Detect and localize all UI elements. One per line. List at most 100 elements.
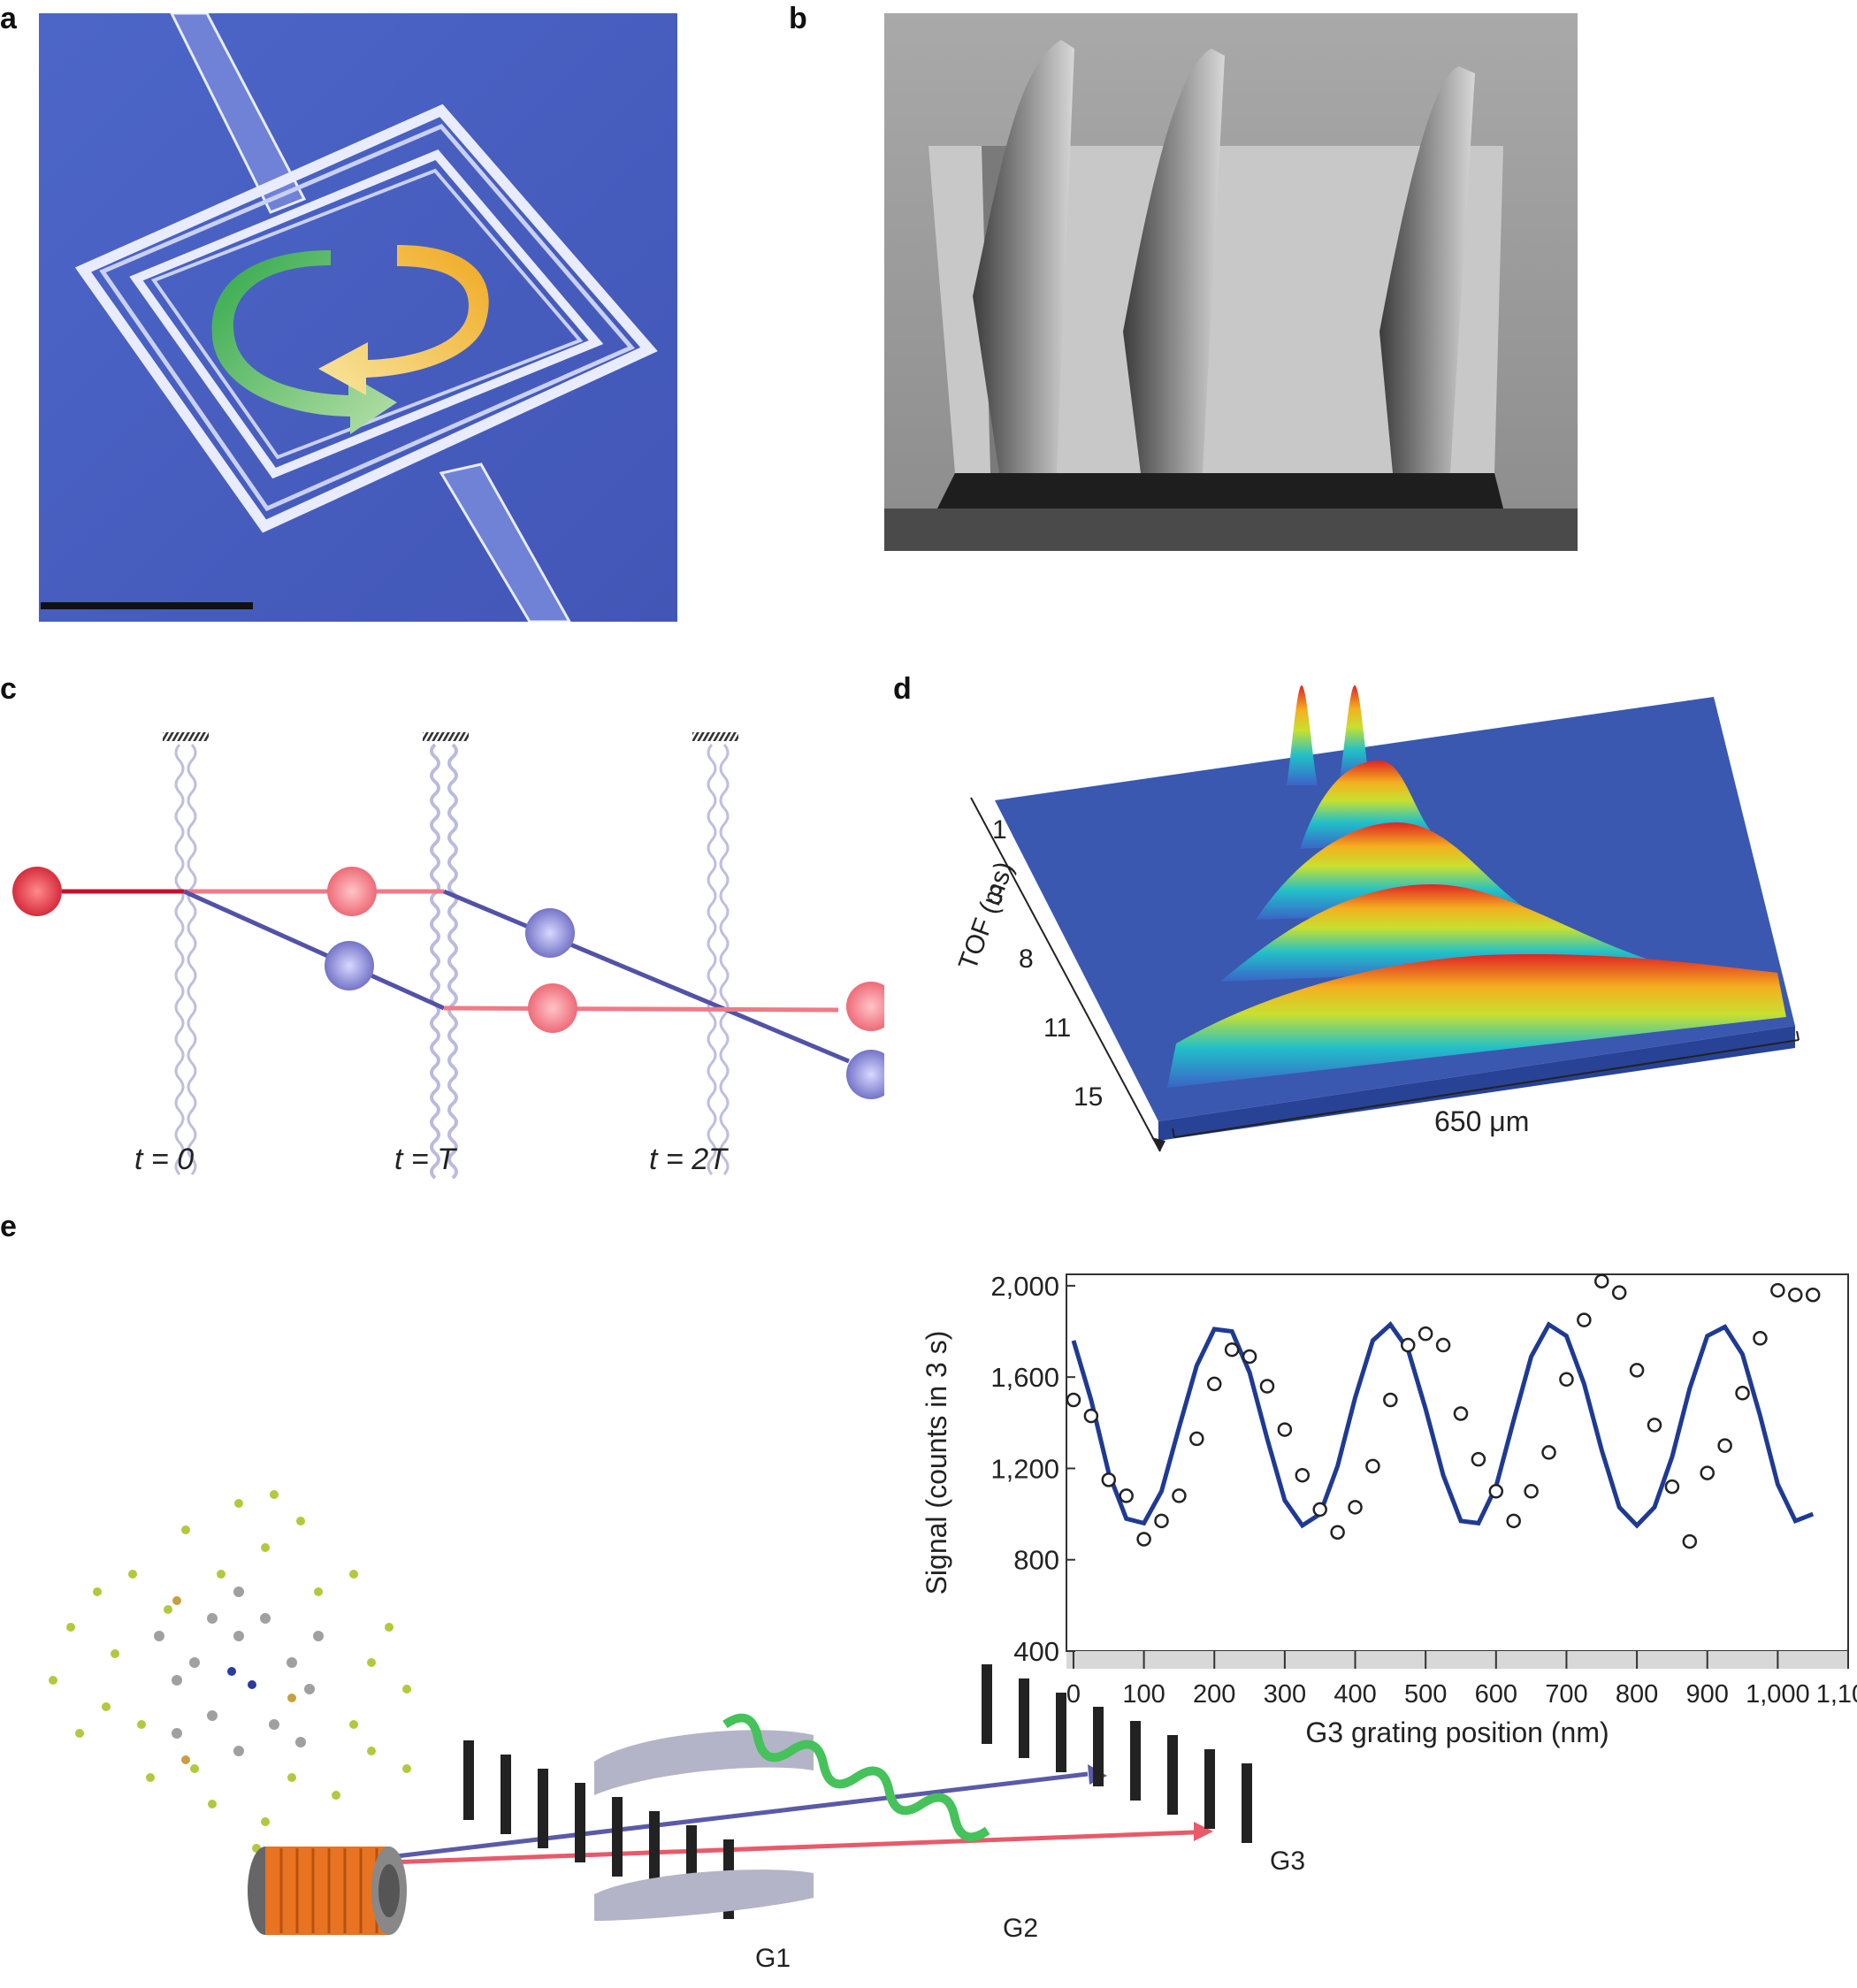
lead-bottom	[439, 463, 571, 622]
data-point	[1365, 1458, 1380, 1474]
width-label: 650 μm	[1434, 1105, 1530, 1137]
return-path	[443, 1005, 839, 1013]
molecule-illustration	[49, 1490, 411, 1853]
data-point	[1154, 1513, 1169, 1529]
oven-source	[248, 1847, 407, 1935]
beam-red	[388, 1830, 1195, 1865]
y-tick-label: 2,000	[990, 1273, 1059, 1302]
label-g1: G1	[755, 1944, 791, 1973]
atom-cloud-upper	[327, 867, 377, 916]
x-tick-label: 1,000	[1746, 1680, 1810, 1709]
mirror-2	[423, 732, 469, 741]
panel-letter-e: e	[0, 1210, 17, 1243]
data-point	[1559, 1372, 1574, 1388]
light-pulse-1	[174, 744, 185, 1175]
data-point	[1541, 1445, 1556, 1460]
data-point	[1611, 1285, 1627, 1300]
atom-cloud-out-1	[846, 982, 884, 1031]
data-point	[1172, 1488, 1187, 1503]
data-point	[1401, 1337, 1416, 1353]
data-point	[1506, 1513, 1521, 1529]
x-tick-label: 400	[1334, 1680, 1376, 1709]
atom-cloud-red	[12, 867, 62, 916]
data-point	[1242, 1349, 1257, 1365]
time-label-T: t = T	[394, 1143, 455, 1176]
grating-plate-3	[1379, 66, 1475, 473]
panel-letter-c: c	[0, 672, 17, 706]
panel-letter-d: d	[893, 672, 912, 706]
width-axis	[1173, 1039, 1800, 1138]
data-point	[1453, 1406, 1469, 1421]
data-point	[1330, 1525, 1345, 1540]
panel-d-tof-surface	[970, 685, 1800, 1152]
y-axis-label: Signal (counts in 3 s)	[921, 1331, 952, 1595]
panel-letter-a: a	[0, 2, 17, 35]
x-tick-label: 0	[1066, 1680, 1081, 1709]
grating-plate-2	[1123, 49, 1225, 473]
data-point	[1383, 1392, 1398, 1408]
label-g2: G2	[1003, 1914, 1039, 1943]
time-label-0: t = 0	[134, 1143, 195, 1176]
tof-axis	[970, 797, 1161, 1152]
light-pulse-2	[430, 743, 440, 1180]
panel-a-sem-image	[39, 13, 677, 622]
x-tick-label: 100	[1122, 1680, 1165, 1709]
tof-tick-11: 11	[1043, 1013, 1072, 1043]
data-point	[1594, 1273, 1609, 1288]
data-point	[1189, 1431, 1204, 1447]
tof-tick-3: 3	[989, 881, 1004, 910]
y-tick-label: 400	[1013, 1636, 1059, 1667]
data-point	[1348, 1500, 1363, 1515]
mirror-3	[692, 732, 738, 741]
data-point	[1066, 1392, 1081, 1408]
data-point	[1259, 1379, 1275, 1394]
atom-cloud-deflected	[525, 908, 575, 958]
data-point	[1805, 1287, 1821, 1303]
tof-tick-8: 8	[1019, 944, 1034, 974]
deflected-path	[443, 889, 850, 1064]
data-point	[1418, 1326, 1433, 1342]
light-pulse-3	[707, 744, 717, 1175]
outer-ring	[74, 103, 658, 533]
y-tick-label: 1,200	[990, 1453, 1059, 1484]
x-tick-label: 300	[1264, 1680, 1306, 1709]
x-tick-label: 900	[1686, 1680, 1729, 1709]
panel-c-interferometer	[12, 732, 884, 1180]
data-point	[1312, 1502, 1327, 1518]
panel-e-apparatus	[49, 1490, 1252, 1935]
mirror-upper	[594, 1730, 814, 1795]
data-point	[1735, 1386, 1750, 1401]
data-point	[1577, 1312, 1592, 1327]
mirror-1	[163, 732, 209, 741]
atom-cloud-lower	[325, 941, 374, 990]
beam-blue	[388, 1771, 1089, 1860]
data-point	[1524, 1484, 1539, 1499]
x-tick-label: 800	[1616, 1680, 1658, 1709]
laser-grating-g2	[722, 1713, 990, 1842]
data-point	[1629, 1363, 1645, 1378]
fit-curve	[1071, 1321, 1815, 1529]
data-point	[1700, 1465, 1715, 1480]
data-point	[1224, 1342, 1240, 1357]
data-point	[1753, 1331, 1768, 1346]
mirror-lower	[594, 1869, 814, 1921]
x-tick-label: 500	[1404, 1680, 1447, 1709]
y-tick-label: 800	[1013, 1545, 1059, 1576]
data-point	[1647, 1418, 1662, 1433]
x-tick-label: 600	[1475, 1680, 1517, 1709]
grating-g3	[982, 1664, 1252, 1843]
data-point	[1770, 1282, 1785, 1298]
data-point	[1101, 1472, 1117, 1487]
atom-cloud-return	[528, 983, 577, 1033]
y-tick-label: 1,600	[990, 1362, 1059, 1393]
data-point	[1664, 1479, 1680, 1495]
yellow-arrow-icon	[318, 245, 489, 395]
tof-tick-15: 15	[1074, 1082, 1104, 1112]
data-point	[1136, 1532, 1151, 1547]
data-point	[1682, 1533, 1698, 1549]
data-point	[1488, 1484, 1504, 1499]
panel-b-grating-photo	[884, 13, 1578, 551]
data-point	[1471, 1451, 1486, 1467]
panel-letter-b: b	[789, 2, 807, 35]
inner-ring	[129, 149, 604, 479]
